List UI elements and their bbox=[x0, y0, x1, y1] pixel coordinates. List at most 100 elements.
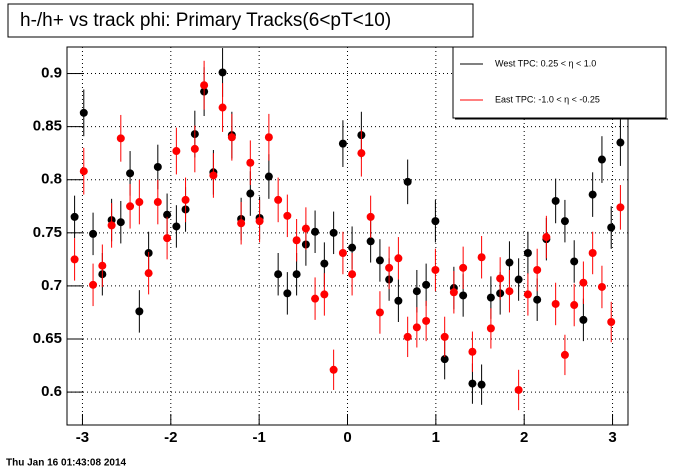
point bbox=[486, 293, 495, 302]
x-tick-label: 0 bbox=[343, 429, 351, 446]
point bbox=[375, 256, 384, 265]
point bbox=[135, 307, 144, 316]
point bbox=[486, 324, 495, 333]
point bbox=[496, 274, 505, 283]
point bbox=[348, 243, 357, 252]
x-tick-label: -2 bbox=[164, 429, 177, 446]
chart-title: h-/h+ vs track phi: Primary Tracks(6<pT<… bbox=[20, 10, 391, 31]
point bbox=[570, 257, 579, 266]
point bbox=[329, 365, 338, 374]
x-tick-label: 3 bbox=[608, 429, 616, 446]
point bbox=[468, 347, 477, 356]
point bbox=[190, 144, 199, 153]
point bbox=[181, 195, 190, 204]
point bbox=[283, 211, 292, 220]
point bbox=[607, 318, 616, 327]
point bbox=[440, 332, 449, 341]
point bbox=[116, 218, 125, 227]
point bbox=[570, 301, 579, 310]
point bbox=[412, 323, 421, 332]
point bbox=[468, 379, 477, 388]
point bbox=[264, 133, 273, 142]
point bbox=[163, 210, 172, 219]
point bbox=[338, 248, 347, 257]
point bbox=[440, 355, 449, 364]
point bbox=[153, 162, 162, 171]
point bbox=[366, 212, 375, 221]
point bbox=[218, 68, 227, 77]
point bbox=[70, 212, 79, 221]
y-tick-label: 0.8 bbox=[41, 171, 62, 188]
point bbox=[403, 177, 412, 186]
point bbox=[357, 149, 366, 158]
point bbox=[477, 380, 486, 389]
point bbox=[70, 255, 79, 264]
point bbox=[366, 237, 375, 246]
point bbox=[107, 221, 116, 230]
point bbox=[422, 280, 431, 289]
x-tick-label: -3 bbox=[76, 429, 89, 446]
point bbox=[320, 290, 329, 299]
point bbox=[597, 282, 606, 291]
y-tick-label: 0.7 bbox=[41, 277, 62, 294]
point bbox=[505, 258, 514, 267]
y-tick-label: 0.75 bbox=[33, 224, 62, 241]
point bbox=[144, 269, 153, 278]
x-tick-label: 1 bbox=[432, 429, 440, 446]
point bbox=[514, 275, 523, 284]
point bbox=[533, 265, 542, 274]
point bbox=[79, 167, 88, 176]
point bbox=[237, 219, 246, 228]
point bbox=[292, 236, 301, 245]
point bbox=[227, 133, 236, 142]
point bbox=[153, 198, 162, 207]
point bbox=[89, 229, 98, 238]
point bbox=[274, 270, 283, 279]
point bbox=[255, 217, 264, 226]
point bbox=[431, 265, 440, 274]
point bbox=[274, 195, 283, 204]
point bbox=[579, 278, 588, 287]
point bbox=[375, 308, 384, 317]
point bbox=[579, 315, 588, 324]
point bbox=[533, 295, 542, 304]
y-tick-label: 0.6 bbox=[41, 383, 62, 400]
point bbox=[394, 296, 403, 305]
point bbox=[348, 270, 357, 279]
point bbox=[209, 171, 218, 180]
point bbox=[320, 259, 329, 268]
point bbox=[135, 198, 144, 207]
point bbox=[514, 385, 523, 394]
point bbox=[79, 108, 88, 117]
point bbox=[264, 172, 273, 181]
point bbox=[329, 228, 338, 237]
point bbox=[98, 261, 107, 270]
point bbox=[616, 203, 625, 212]
point bbox=[477, 253, 486, 262]
point bbox=[542, 233, 551, 242]
point bbox=[301, 224, 310, 233]
point bbox=[246, 158, 255, 167]
point bbox=[403, 332, 412, 341]
x-tick-label: 2 bbox=[520, 429, 528, 446]
x-tick-label: -1 bbox=[252, 429, 265, 446]
point bbox=[172, 147, 181, 156]
point bbox=[311, 294, 320, 303]
point bbox=[126, 202, 135, 211]
point bbox=[560, 217, 569, 226]
point bbox=[200, 81, 209, 90]
point bbox=[292, 270, 301, 279]
legend-label: West TPC: 0.25 < η < 1.0 bbox=[495, 58, 596, 68]
point bbox=[551, 196, 560, 205]
point bbox=[172, 222, 181, 231]
point bbox=[588, 190, 597, 199]
point bbox=[283, 289, 292, 298]
point bbox=[338, 139, 347, 148]
point bbox=[394, 254, 403, 263]
point bbox=[163, 234, 172, 243]
point bbox=[218, 103, 227, 112]
point bbox=[523, 290, 532, 299]
point bbox=[560, 350, 569, 359]
point bbox=[597, 155, 606, 164]
